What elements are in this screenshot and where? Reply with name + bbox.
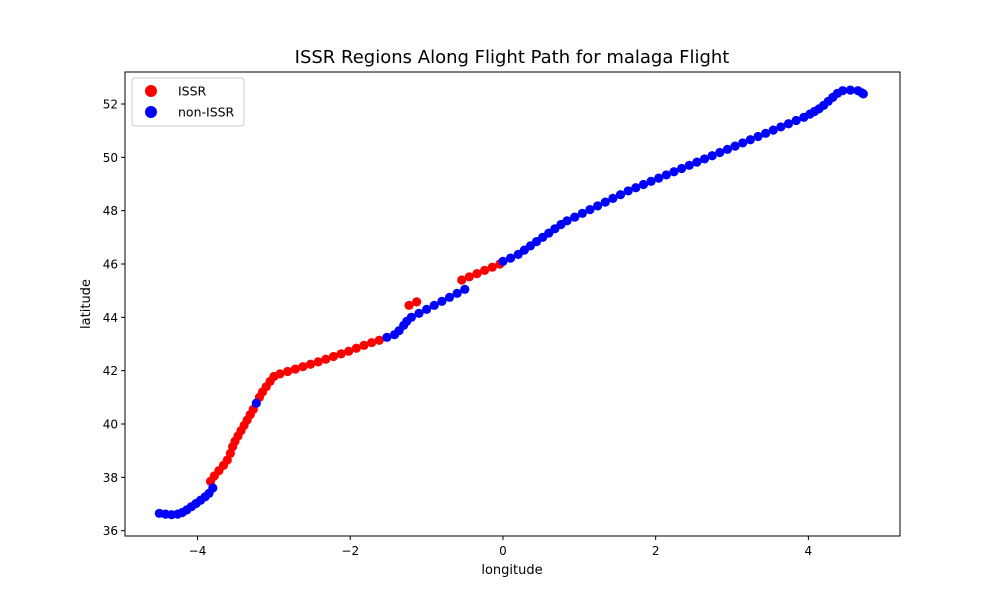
y-axis-label: latitude xyxy=(79,279,94,329)
non-issr-point-36 xyxy=(562,216,572,226)
issr-point-34 xyxy=(412,297,422,307)
non-issr-point-54 xyxy=(699,154,710,164)
non-issr-point-46 xyxy=(638,179,649,190)
non-issr-point-20 xyxy=(422,304,432,314)
issr-point-32 xyxy=(374,335,384,345)
non-issr-point-64 xyxy=(776,122,786,132)
issr-point-27 xyxy=(336,349,346,359)
non-issr-point-52 xyxy=(684,160,694,170)
y-tick-label-4: 44 xyxy=(103,311,118,325)
non-issr-point-23 xyxy=(444,292,455,302)
y-tick-label-3: 42 xyxy=(103,364,118,378)
legend: ISSR non-ISSR xyxy=(131,77,245,127)
issr-point-22 xyxy=(298,362,308,372)
issr-point-26 xyxy=(328,351,339,362)
x-tick-label-1: −2 xyxy=(341,544,359,558)
non-issr-point-76 xyxy=(845,85,855,95)
non-issr-point-48 xyxy=(654,173,664,183)
non-issr-point-56 xyxy=(715,147,725,158)
non-issr-point-60 xyxy=(745,135,755,145)
non-issr-point-65 xyxy=(783,119,794,129)
non-issr-point-63 xyxy=(768,125,778,135)
y-tick-label-1: 38 xyxy=(103,471,118,485)
y-tick-label-7: 50 xyxy=(103,151,118,165)
y-tick-label-2: 40 xyxy=(103,418,118,432)
non-issr-point-40 xyxy=(593,201,603,211)
x-tick-label-0: −4 xyxy=(189,544,207,558)
x-axis: −4 −2 0 2 4 xyxy=(189,536,813,558)
non-issr-point-62 xyxy=(761,128,771,138)
non-issr-point-18 xyxy=(406,312,416,322)
non-issr-point-38 xyxy=(577,208,587,218)
non-issr-point-27 xyxy=(505,253,516,263)
plot-area xyxy=(124,71,901,537)
non-issr-point-37 xyxy=(570,212,580,222)
issr-point-30 xyxy=(359,340,369,350)
non-issr-point-55 xyxy=(707,151,717,161)
legend-label-non-issr: non-ISSR xyxy=(178,105,235,120)
non-issr-point-12 xyxy=(251,398,261,408)
non-issr-point-19 xyxy=(414,308,424,318)
non-issr-point-53 xyxy=(692,157,702,167)
issr-point-33 xyxy=(404,300,414,310)
issr-point-39 xyxy=(487,262,497,272)
issr-point-25 xyxy=(321,354,331,364)
non-issr-point-44 xyxy=(623,186,633,196)
legend-marker-issr xyxy=(145,85,157,97)
non-issr-point-24 xyxy=(452,288,462,298)
non-issr-point-26 xyxy=(498,256,508,266)
non-issr-point-50 xyxy=(669,167,679,177)
non-issr-point-59 xyxy=(738,138,748,148)
x-axis-label: longitude xyxy=(481,563,542,578)
non-issr-point-13 xyxy=(382,332,392,342)
issr-point-31 xyxy=(367,338,377,348)
issr-point-19 xyxy=(275,369,285,379)
non-issr-point-45 xyxy=(631,183,641,193)
non-issr-point-25 xyxy=(460,284,470,294)
non-issr-point-66 xyxy=(791,115,801,126)
issr-point-21 xyxy=(290,364,300,374)
y-tick-label-0: 36 xyxy=(103,524,118,538)
non-issr-point-51 xyxy=(677,163,687,174)
y-tick-label-8: 52 xyxy=(103,98,118,112)
non-issr-point-41 xyxy=(600,197,610,207)
legend-marker-non-issr xyxy=(145,106,157,118)
issr-point-37 xyxy=(472,269,482,279)
non-issr-point-22 xyxy=(437,296,447,306)
x-tick-label-2: 0 xyxy=(499,544,507,558)
x-tick-label-3: 2 xyxy=(652,544,660,558)
non-issr-point-57 xyxy=(722,144,733,154)
legend-label-issr: ISSR xyxy=(178,84,207,99)
non-issr-point-39 xyxy=(585,205,595,215)
non-issr-point-47 xyxy=(646,176,656,186)
issr-point-23 xyxy=(305,359,316,369)
issr-point-24 xyxy=(313,357,323,367)
issr-point-36 xyxy=(464,272,474,282)
non-issr-point-21 xyxy=(429,300,439,310)
non-issr-point-61 xyxy=(753,131,763,142)
y-tick-label-5: 46 xyxy=(103,258,118,272)
non-issr-point-42 xyxy=(608,193,618,203)
non-issr-point-11 xyxy=(208,483,218,493)
non-issr-point-79 xyxy=(858,89,868,99)
issr-point-29 xyxy=(351,343,361,353)
y-axis: 36 38 40 42 44 46 48 50 52 xyxy=(103,98,125,538)
x-tick-label-4: 4 xyxy=(805,544,813,558)
issr-point-28 xyxy=(344,346,354,356)
non-issr-point-75 xyxy=(838,86,848,96)
legend-frame xyxy=(131,77,245,127)
chart-title: ISSR Regions Along Flight Path for malag… xyxy=(295,47,730,68)
non-issr-point-58 xyxy=(730,141,740,151)
non-issr-point-49 xyxy=(661,170,671,180)
data-points xyxy=(154,85,868,520)
non-issr-point-43 xyxy=(615,190,626,200)
y-tick-label-6: 48 xyxy=(103,204,118,218)
issr-point-35 xyxy=(457,275,467,285)
issr-point-38 xyxy=(480,265,490,275)
issr-point-20 xyxy=(283,366,293,377)
